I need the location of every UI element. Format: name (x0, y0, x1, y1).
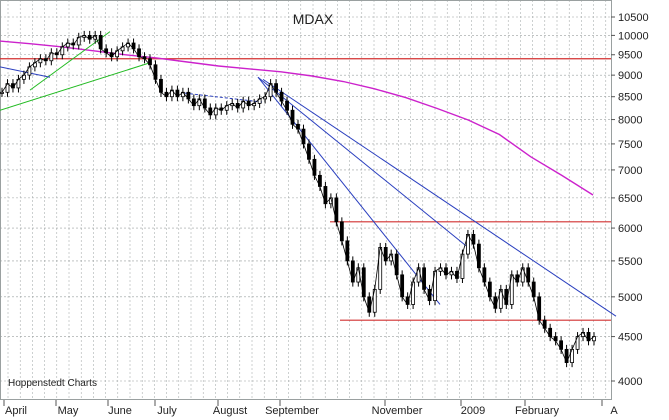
trend-line-flat (184, 92, 263, 103)
source-label: Hoppenstedt Charts (8, 378, 97, 389)
y-tick-label: 4000 (618, 376, 642, 388)
price-candle (0, 91, 4, 94)
x-axis: April May June July August September November 2… (3, 400, 618, 417)
x-tick-label: A (610, 405, 618, 417)
price-candle (592, 336, 596, 342)
trend-line-down (0, 66, 51, 78)
y-tick-label: 5500 (618, 256, 642, 268)
y-tick-label: 9000 (618, 70, 642, 82)
x-tick-label: November (372, 405, 423, 417)
plot-frame (0, 0, 612, 400)
x-tick-label: May (58, 405, 79, 417)
y-tick-label: 8000 (618, 115, 642, 127)
x-tick-label: 2009 (461, 405, 485, 417)
y-tick-label: 10000 (618, 30, 649, 42)
moving-average-line (0, 40, 594, 196)
x-tick-label: August (213, 405, 247, 417)
trend-line-down (257, 76, 441, 305)
y-tick-label: 10500 (618, 12, 649, 24)
x-tick-label: February (515, 405, 560, 417)
y-tick-label: 7000 (618, 165, 642, 177)
horizontal-levels (0, 58, 611, 321)
y-tick-label: 6500 (618, 193, 642, 205)
trend-line-up (29, 31, 111, 91)
x-tick-label: July (157, 405, 177, 417)
y-tick-label: 6000 (618, 223, 642, 235)
trend-line-down (262, 78, 617, 317)
y-tick-label: 4500 (618, 332, 642, 344)
x-tick-label: June (108, 405, 132, 417)
y-tick-label: 9500 (618, 50, 642, 62)
x-tick-label: September (265, 405, 319, 417)
y-tick-label: 8500 (618, 92, 642, 104)
price-series (0, 30, 596, 368)
x-tick-label: April (5, 405, 27, 417)
moving-average-path (0, 40, 594, 196)
trend-line-up (0, 62, 151, 111)
y-axis: 4000 4500 5000 5500 6000 6500 7000 7500 8000 8500… (611, 12, 649, 388)
trend-lines (0, 31, 617, 317)
y-tick-label: 7500 (618, 139, 642, 151)
price-close-line (1, 34, 595, 364)
y-tick-label: 5000 (618, 292, 642, 304)
trend-line-down (257, 76, 469, 248)
chart-title: MDAX (293, 11, 334, 27)
